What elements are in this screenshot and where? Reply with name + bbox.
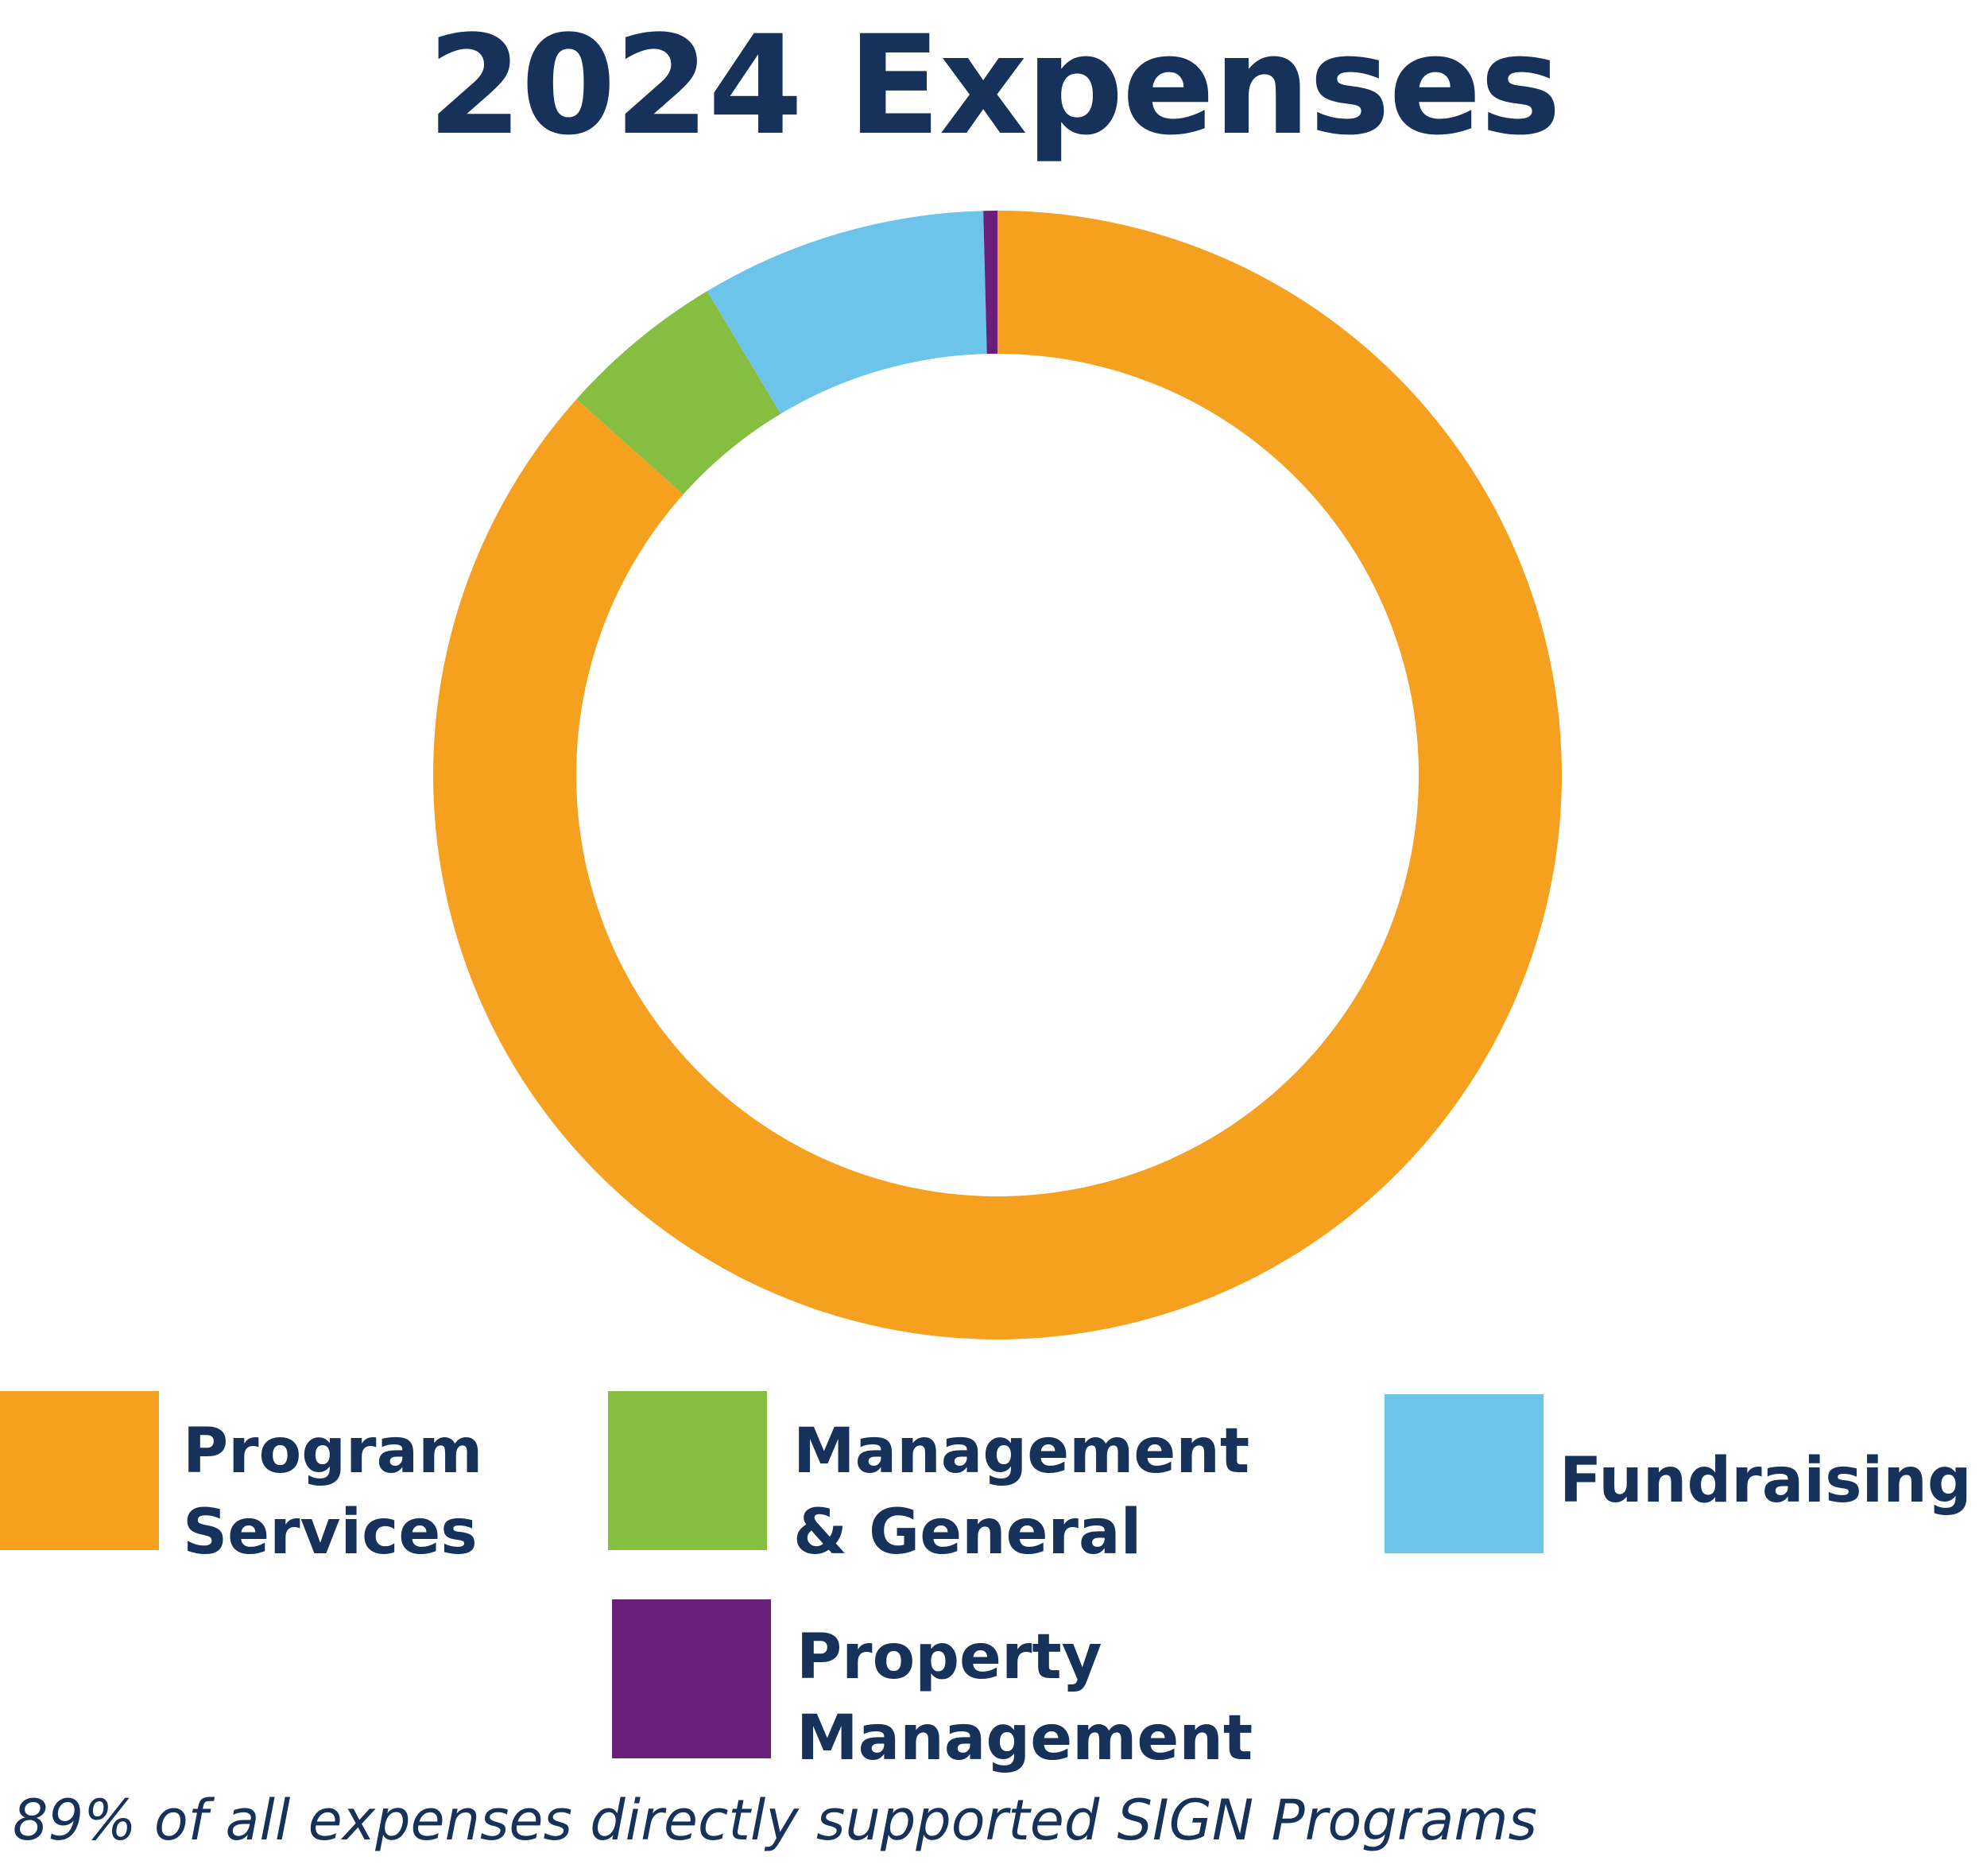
donut-slice-management-general xyxy=(576,291,781,495)
donut-slice-property-management xyxy=(983,211,997,355)
legend-label-management-general: Management & General xyxy=(793,1416,1250,1568)
chart-caption: 89% of all expenses directly supported S… xyxy=(13,1788,1538,1853)
legend-swatch-program-services xyxy=(0,1391,159,1550)
donut-slices xyxy=(432,211,1563,1339)
legend-label-property-management: Property Management xyxy=(796,1622,1253,1774)
legend-swatch-fundraising xyxy=(1385,1394,1544,1553)
legend-swatch-property-management xyxy=(612,1599,771,1758)
legend-label-fundraising: Fundraising xyxy=(1559,1445,1972,1517)
legend-swatch-management-general xyxy=(608,1391,767,1550)
donut-slice-fundraising xyxy=(707,211,987,414)
chart-title: 2024 Expenses xyxy=(427,6,1562,165)
legend-label-program-services: Program Services xyxy=(183,1416,483,1568)
